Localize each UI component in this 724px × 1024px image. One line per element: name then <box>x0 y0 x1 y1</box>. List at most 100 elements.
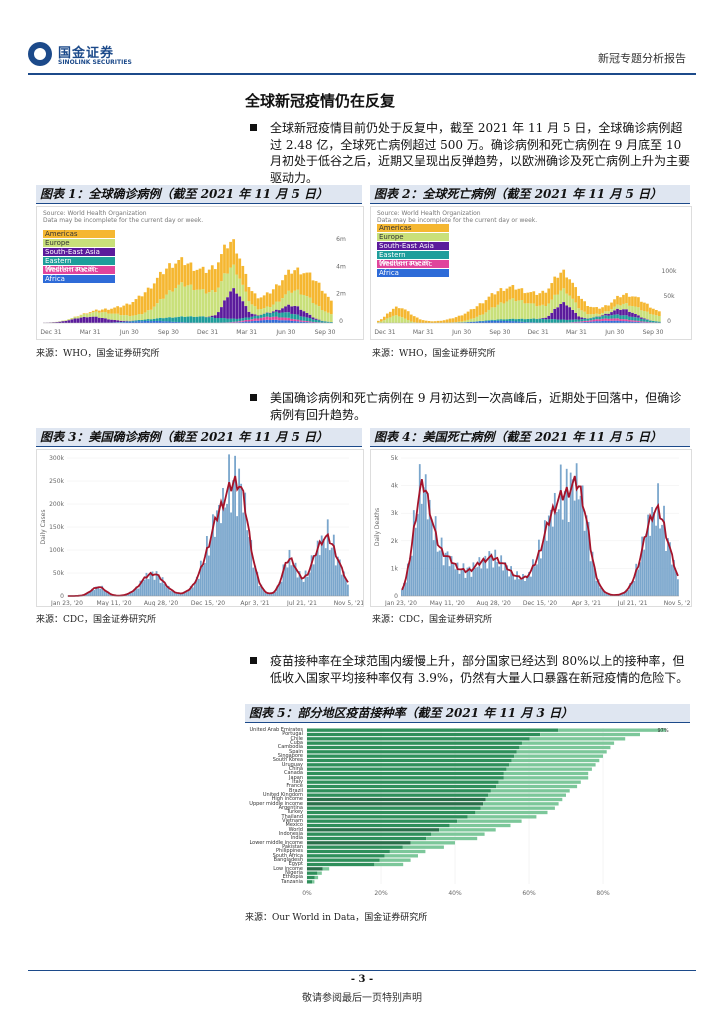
bar-segment <box>646 311 649 320</box>
bar-segment <box>265 292 269 307</box>
daily-bar <box>631 581 634 596</box>
bar-segment <box>586 321 589 323</box>
bar-segment <box>631 316 634 321</box>
bar-segment <box>287 290 290 305</box>
x-tick-label: Mar 31 <box>236 329 257 336</box>
bar-segment <box>616 295 619 305</box>
bar-segment <box>601 318 604 321</box>
fig2-legend: Source: World Health Organization Data m… <box>377 210 537 278</box>
bar-segment <box>311 317 315 320</box>
vaccine-bar-fully <box>307 841 411 845</box>
daily-bar <box>633 581 636 596</box>
bar-segment <box>631 321 634 323</box>
vaccine-bar-partly <box>402 845 444 849</box>
bar-segment <box>520 318 524 322</box>
bar-segment <box>94 311 98 317</box>
bar-segment <box>634 313 637 318</box>
bar-segment <box>177 260 181 285</box>
daily-bar <box>103 590 106 596</box>
daily-bar <box>296 577 299 596</box>
x-tick-label: Dec 31 <box>374 329 395 336</box>
bar-segment <box>82 313 86 314</box>
bar-segment <box>610 318 613 321</box>
bar-segment <box>448 318 452 323</box>
daily-bar <box>488 551 491 596</box>
bar-segment <box>484 300 488 313</box>
bar-segment <box>574 321 577 323</box>
bar-segment <box>213 315 217 318</box>
bar-segment <box>601 316 604 319</box>
bar-segment <box>104 308 107 313</box>
daily-bar <box>236 516 239 596</box>
daily-bar <box>95 586 98 596</box>
daily-bar <box>282 564 285 596</box>
bar-segment <box>454 322 458 323</box>
bar-segment <box>541 318 545 323</box>
daily-bar <box>314 553 317 596</box>
daily-bar <box>312 564 315 596</box>
bar-segment <box>568 279 572 296</box>
bar-segment <box>646 303 649 312</box>
daily-bar <box>230 512 232 596</box>
daily-bar <box>336 556 339 596</box>
bar-segment <box>649 307 652 315</box>
bar-segment <box>253 293 257 307</box>
bar-segment <box>565 277 569 294</box>
bar-segment <box>616 314 619 319</box>
daily-bar <box>224 507 226 596</box>
bar-segment <box>232 288 236 319</box>
bar-segment <box>281 280 284 299</box>
bar-segment <box>217 312 220 318</box>
daily-bar <box>671 564 673 596</box>
bar-segment <box>610 320 613 323</box>
daily-bar <box>635 563 638 596</box>
vaccine-country-label: Lower middle income <box>249 839 303 846</box>
daily-bar <box>627 590 630 596</box>
vaccine-country-label: Low income <box>273 865 303 872</box>
daily-bar <box>661 524 663 596</box>
bar-segment <box>628 321 631 323</box>
bar-segment <box>589 306 592 315</box>
vaccine-bar-fully <box>307 741 522 745</box>
daily-bar <box>167 585 170 596</box>
bar-segment <box>284 274 287 295</box>
bar-segment <box>610 302 613 310</box>
x-tick-label: Dec 15, '20 <box>523 600 557 606</box>
daily-bar <box>591 551 594 596</box>
daily-bar <box>414 527 417 596</box>
bar-segment <box>607 311 610 314</box>
daily-bar <box>677 579 679 596</box>
fig1-chart: Source: World Health Organization Data m… <box>36 206 364 340</box>
bar-segment <box>85 314 89 318</box>
bar-segment <box>134 314 138 321</box>
bar-segment <box>562 319 566 323</box>
bar-segment <box>553 308 557 320</box>
bar-segment <box>613 320 616 323</box>
bar-segment <box>293 321 297 323</box>
bar-segment <box>568 295 572 308</box>
bar-segment <box>58 321 62 323</box>
vaccine-bar-partly <box>521 741 615 745</box>
daily-bar <box>256 571 259 596</box>
vaccine-country-label: Thailand <box>281 813 303 820</box>
bar-segment <box>520 321 524 323</box>
vaccine-country-label: United Kingdom <box>262 792 303 798</box>
bar-segment <box>253 314 257 316</box>
bar-segment <box>586 314 589 319</box>
bar-segment <box>598 314 601 317</box>
bar-segment <box>323 311 327 322</box>
bar-segment <box>655 321 658 323</box>
bar-segment <box>613 318 616 321</box>
disclaimer: 敬请参阅最后一页特别声明 <box>302 993 422 1004</box>
bar-segment <box>244 321 248 323</box>
legend-sea: South-East Asia <box>377 242 449 250</box>
vaccine-bar-fully <box>307 810 476 815</box>
vaccine-bar-partly <box>312 880 315 884</box>
fig4-chart: 5k 4k 3k 2k 1k 0 Jan 23, '20 May 11, '20 Aug 28,… <box>370 449 692 607</box>
vaccine-bar-fully <box>307 815 468 819</box>
bar-segment <box>116 322 120 323</box>
daily-bar <box>187 590 190 596</box>
bar-segment <box>198 289 202 317</box>
bar-segment <box>122 322 126 323</box>
daily-bar <box>401 589 403 596</box>
